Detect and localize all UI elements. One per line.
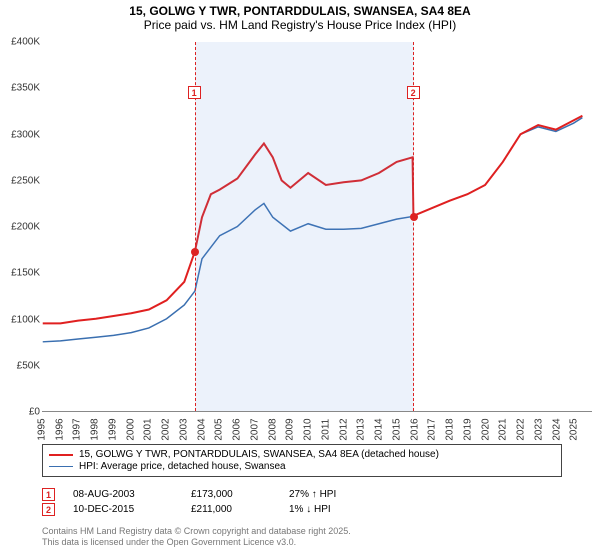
x-tick-label: 2021 (498, 418, 509, 440)
x-tick-label: 2023 (533, 418, 544, 440)
x-tick-label: 2010 (303, 418, 314, 440)
legend-swatch (49, 454, 73, 456)
x-tick-label: 2011 (320, 419, 331, 441)
legend-item: 15, GOLWG Y TWR, PONTARDDULAIS, SWANSEA,… (49, 449, 555, 460)
footer-attribution: Contains HM Land Registry data © Crown c… (42, 526, 351, 548)
x-tick-label: 2020 (480, 418, 491, 440)
y-tick-label: £100K (0, 314, 40, 325)
x-tick-label: 2014 (374, 418, 385, 440)
sale-note-row: 1 08-AUG-2003 £173,000 27% ↑ HPI (42, 488, 336, 501)
y-tick-label: £200K (0, 222, 40, 233)
x-tick-label: 2019 (462, 418, 473, 440)
sale-note-price: £173,000 (191, 489, 271, 500)
x-tick-label: 2022 (516, 418, 527, 440)
legend-swatch (49, 466, 73, 468)
y-tick-label: £250K (0, 175, 40, 186)
y-tick-label: £50K (0, 360, 40, 371)
x-tick-label: 2001 (143, 418, 154, 440)
x-tick-label: 2018 (445, 418, 456, 440)
y-tick-label: £150K (0, 268, 40, 279)
chart-title-line2: Price paid vs. HM Land Registry's House … (0, 18, 600, 32)
sale-marker-label: 1 (188, 86, 201, 99)
x-tick-label: 2013 (356, 418, 367, 440)
shaded-sale-period (195, 42, 414, 411)
sale-note-delta: 1% ↓ HPI (289, 504, 331, 515)
footer-line1: Contains HM Land Registry data © Crown c… (42, 526, 351, 537)
x-tick-label: 2016 (409, 418, 420, 440)
y-tick-label: £0 (0, 407, 40, 418)
x-tick-label: 2008 (267, 418, 278, 440)
x-tick-label: 1998 (90, 418, 101, 440)
y-tick-label: £400K (0, 37, 40, 48)
sale-note-marker: 2 (42, 503, 55, 516)
sale-note-date: 08-AUG-2003 (73, 489, 173, 500)
x-tick-label: 2012 (338, 418, 349, 440)
legend-label: HPI: Average price, detached house, Swan… (79, 461, 286, 472)
x-tick-label: 1996 (54, 418, 65, 440)
sale-marker-dot (191, 248, 199, 256)
x-tick-label: 1995 (37, 418, 48, 440)
x-tick-label: 2009 (285, 418, 296, 440)
x-tick-label: 2007 (249, 418, 260, 440)
sale-note-price: £211,000 (191, 504, 271, 515)
x-tick-label: 2000 (125, 418, 136, 440)
x-tick-label: 2004 (196, 418, 207, 440)
x-tick-label: 2015 (391, 418, 402, 440)
sale-note-date: 10-DEC-2015 (73, 504, 173, 515)
x-tick-label: 2017 (427, 418, 438, 440)
y-tick-label: £350K (0, 83, 40, 94)
x-tick-label: 2003 (178, 418, 189, 440)
sale-marker-label: 2 (407, 86, 420, 99)
x-tick-label: 2002 (161, 418, 172, 440)
sale-notes: 1 08-AUG-2003 £173,000 27% ↑ HPI 2 10-DEC-201… (42, 486, 336, 518)
sale-note-delta: 27% ↑ HPI (289, 489, 336, 500)
x-tick-label: 1997 (72, 418, 83, 440)
sale-note-marker: 1 (42, 488, 55, 501)
legend-label: 15, GOLWG Y TWR, PONTARDDULAIS, SWANSEA,… (79, 449, 439, 460)
legend-item: HPI: Average price, detached house, Swan… (49, 461, 555, 472)
x-tick-label: 2025 (569, 418, 580, 440)
x-tick-label: 2006 (232, 418, 243, 440)
legend-box: 15, GOLWG Y TWR, PONTARDDULAIS, SWANSEA,… (42, 444, 562, 477)
chart-title-line1: 15, GOLWG Y TWR, PONTARDDULAIS, SWANSEA,… (0, 4, 600, 18)
chart-plot-area: £0£50K£100K£150K£200K£250K£300K£350K£400… (42, 42, 592, 412)
x-tick-label: 2024 (551, 418, 562, 440)
sale-note-row: 2 10-DEC-2015 £211,000 1% ↓ HPI (42, 503, 336, 516)
footer-line2: This data is licensed under the Open Gov… (42, 537, 351, 548)
x-tick-label: 2005 (214, 418, 225, 440)
x-tick-label: 1999 (107, 418, 118, 440)
sale-marker-dot (410, 213, 418, 221)
y-tick-label: £300K (0, 129, 40, 140)
